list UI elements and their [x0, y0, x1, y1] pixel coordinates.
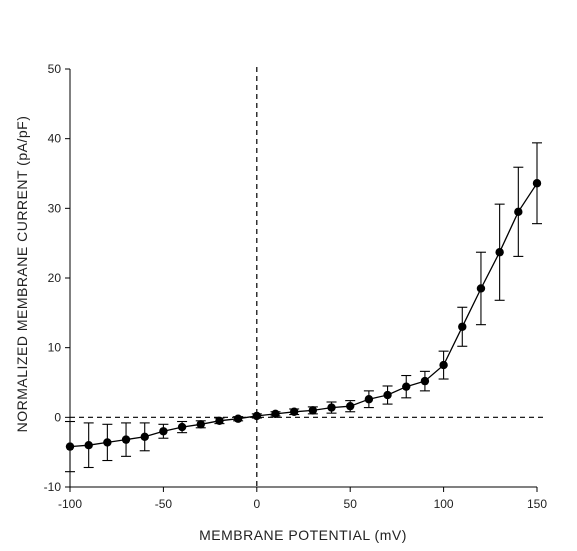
- data-point: [65, 442, 75, 451]
- tick-marks: [65, 68, 538, 492]
- data-point: [233, 414, 243, 423]
- data-point: [383, 390, 392, 400]
- error-bars: [65, 142, 542, 473]
- x-axis-title: MEMBRANE POTENTIAL (mV): [199, 527, 407, 543]
- data-point: [327, 403, 336, 412]
- y-tick-label: 30: [48, 201, 62, 215]
- data-point: [308, 406, 318, 415]
- data-point: [215, 416, 224, 426]
- data-point: [495, 248, 504, 257]
- x-tick-label: -100: [58, 497, 82, 511]
- x-tick-label: 0: [253, 497, 260, 511]
- data-point: [476, 284, 486, 293]
- data-point: [439, 360, 448, 370]
- y-tick-label: 50: [48, 62, 62, 76]
- data-point: [103, 438, 112, 447]
- x-tick-label: 150: [527, 497, 547, 511]
- x-tick-label: 100: [434, 497, 454, 511]
- y-tick-label: 10: [48, 341, 62, 355]
- data-point: [140, 432, 149, 442]
- data-point: [532, 179, 542, 188]
- data-point: [252, 411, 261, 421]
- data-point: [402, 382, 411, 391]
- data-point: [514, 207, 523, 217]
- y-tick-label: 0: [54, 410, 61, 424]
- series-line: [69, 182, 538, 448]
- data-point: [346, 401, 355, 411]
- data-point: [177, 422, 187, 432]
- data-point: [289, 407, 299, 416]
- y-tick-label: 20: [48, 271, 62, 285]
- data-point: [420, 376, 430, 386]
- data-point: [196, 420, 205, 429]
- data-point: [271, 409, 280, 419]
- series-line-group: [69, 182, 538, 448]
- y-tick-label: -10: [44, 480, 62, 494]
- y-tick-label: 40: [48, 132, 62, 146]
- x-tick-label: 50: [344, 497, 358, 511]
- y-axis-title: NORMALIZED MEMBRANE CURRENT (pA/pF): [14, 116, 30, 433]
- data-point: [84, 441, 93, 450]
- data-point: [364, 395, 374, 404]
- data-points: [65, 179, 542, 451]
- reference-lines: [70, 67, 547, 487]
- data-point: [159, 427, 168, 436]
- x-tick-label: -50: [155, 497, 173, 511]
- data-point: [121, 435, 131, 444]
- data-point: [458, 322, 467, 331]
- axes: [69, 69, 537, 488]
